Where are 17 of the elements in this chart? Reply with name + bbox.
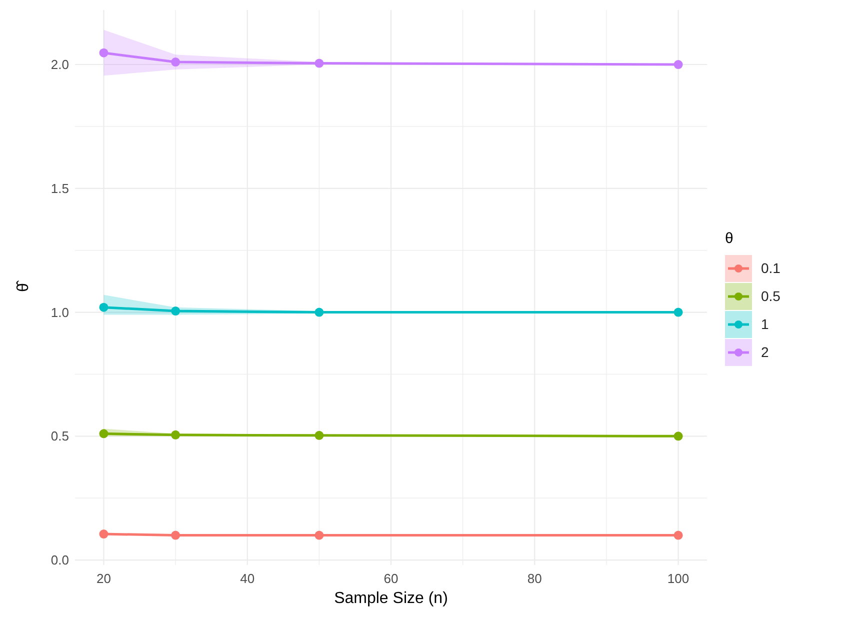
legend-title: θ	[725, 230, 734, 247]
x-tick-label: 40	[240, 571, 255, 586]
x-axis-title: Sample Size (n)	[334, 590, 448, 607]
y-tick-label: 1.5	[50, 180, 69, 196]
x-tick-label: 20	[96, 571, 111, 586]
y-tick-label: 0.0	[50, 552, 69, 568]
legend-label: 0.1	[761, 260, 781, 276]
x-tick-label: 80	[527, 571, 542, 586]
y-tick-label: 2.0	[50, 57, 69, 72]
y-tick-label: 1.0	[50, 304, 69, 320]
legend-label: 2	[761, 344, 769, 360]
x-tick-label: 60	[384, 571, 398, 586]
y-tick-label: 0.5	[50, 428, 69, 444]
legend-label: 0.5	[761, 288, 781, 304]
x-tick-label: 100	[667, 571, 690, 586]
legend-label: 1	[761, 316, 769, 332]
y-axis-title: θ̂	[15, 280, 32, 292]
